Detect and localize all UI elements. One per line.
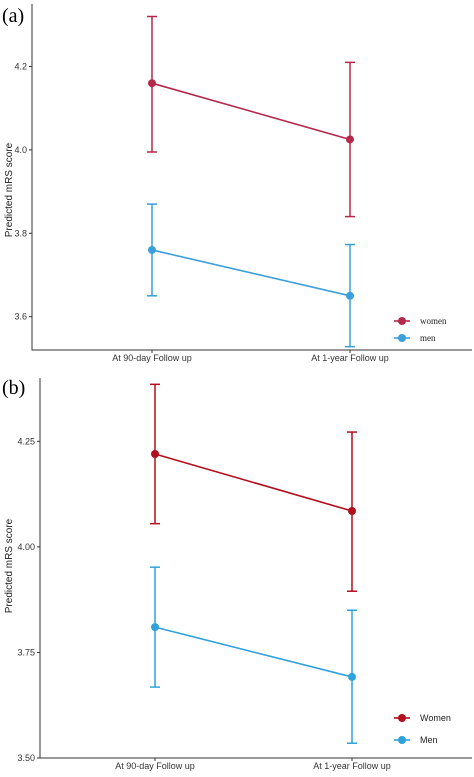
panel-a-y-tick-label: 3.6	[14, 312, 27, 322]
panel-a-women-point	[346, 135, 354, 144]
panel-a-axis-frame	[31, 4, 472, 351]
panel-a-women-point	[148, 79, 156, 88]
panel-b-x-tick-label: At 1-year Follow up	[313, 761, 391, 771]
panel-b-women-point	[348, 507, 356, 515]
panel-b-men-line	[154, 626, 353, 678]
panel-a-x-tick-label: At 1-year Follow up	[311, 353, 389, 363]
panel-a-men-line	[151, 249, 351, 297]
panel-b-legend-men-marker	[398, 736, 406, 744]
chart-panel-b: Predicted mRS score 3.50 3.75 4.00 4.25 At 9…	[4, 378, 472, 771]
panel-b-axis-frame	[39, 378, 472, 759]
panel-b-women-line	[154, 453, 353, 512]
panel-b-label: (b)	[2, 377, 25, 399]
panel-b-y-tick-label: 4.25	[17, 436, 35, 446]
panel-b-y-axis-title: Predicted mRS score	[4, 518, 15, 613]
panel-b-x-tick-label: At 90-day Follow up	[115, 761, 195, 771]
panel-a-legend-women-label: women	[420, 316, 447, 326]
panel-a-men-point	[148, 245, 156, 254]
panel-b-men-point	[151, 623, 159, 632]
panel-a-legend-men-label: men	[420, 333, 436, 343]
panel-a-men-point	[346, 291, 354, 300]
panel-b-y-tick-label: 3.50	[17, 753, 35, 763]
panel-b-legend-women-marker	[398, 714, 406, 722]
panel-a-label: (a)	[2, 5, 24, 27]
panel-a-legend-women-marker	[398, 317, 406, 325]
panel-b-legend-men-label: Men	[420, 735, 438, 745]
panel-b-y-tick-label: 4.00	[17, 542, 35, 552]
panel-b-legend-women-label: Women	[420, 713, 451, 723]
panel-a-legend-men-marker	[398, 334, 406, 342]
panel-a-women-line	[151, 82, 351, 141]
panel-b-women-point	[151, 450, 159, 458]
panel-b-men-point	[348, 672, 356, 681]
panel-a-y-axis-title: Predicted mRS score	[4, 142, 15, 237]
panel-a-y-tick-label: 3.8	[14, 228, 27, 238]
panel-b-y-tick-label: 3.75	[17, 647, 35, 657]
panel-a-y-tick-label: 4.2	[14, 62, 27, 72]
panel-a-y-tick-label: 4.0	[14, 145, 27, 155]
chart-panel-a: Predicted mRS score 3.6 3.8 4.0 4.2 At 90-da…	[4, 4, 472, 363]
panel-a-x-tick-label: At 90-day Follow up	[112, 353, 192, 363]
